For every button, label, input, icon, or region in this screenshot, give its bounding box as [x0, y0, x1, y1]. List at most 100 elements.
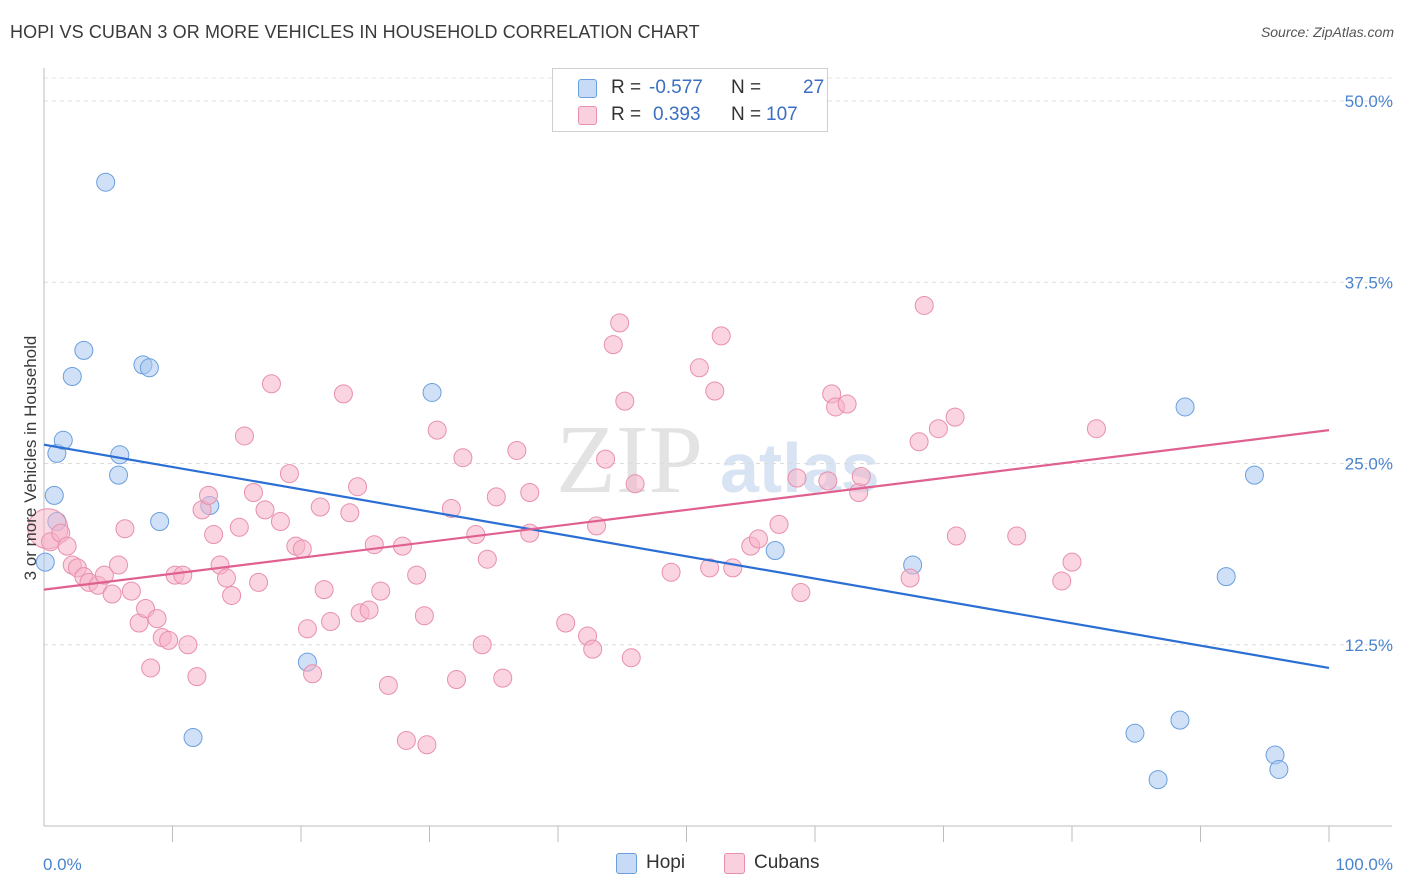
cuban-point-16 [141, 658, 161, 678]
cuban-point-47 [348, 477, 368, 497]
cuban-point-56 [414, 606, 434, 626]
y-axis-label: 3 or more Vehicles in Household [21, 336, 40, 581]
legend-n-value: 27 [803, 77, 825, 98]
cuban-point-100 [928, 419, 948, 439]
cuban-point-28 [216, 568, 236, 588]
cuban-point-41 [303, 664, 323, 684]
x-tick-label-min: 0.0% [43, 855, 82, 874]
cuban-point-80 [661, 562, 681, 582]
cuban-point-58 [427, 420, 447, 440]
bottom-legend-label-cubans: Cubans [754, 852, 820, 873]
cuban-point-51 [371, 581, 391, 601]
cuban-point-25 [198, 485, 218, 505]
hopi-point-9 [110, 445, 130, 465]
cuban-point-83 [705, 381, 725, 401]
cuban-point-99 [914, 295, 934, 315]
cuban-point-78 [621, 648, 641, 668]
y-tick-label-3: 50.0% [1345, 92, 1393, 111]
legend-swatch-cubans [578, 106, 597, 125]
cuban-point-12 [115, 519, 135, 539]
cuban-point-37 [279, 464, 299, 484]
cuban-point-105 [1062, 552, 1082, 572]
cubans-trend-line [43, 429, 1330, 591]
legend-r-label: R = [611, 77, 642, 98]
hopi-point-12 [150, 512, 170, 531]
hopi-point-0 [35, 552, 55, 572]
y-tick-label-0: 12.5% [1345, 636, 1393, 655]
hopi-point-7 [96, 172, 116, 192]
legend-row-cubans: R = 0.393 N = 107 [553, 102, 827, 128]
cuban-point-106 [1086, 419, 1106, 439]
cuban-point-87 [748, 529, 768, 549]
cuban-point-52 [378, 675, 398, 695]
legend-r-value: -0.577 [649, 77, 703, 98]
cuban-point-64 [477, 549, 497, 569]
cuban-point-84 [711, 326, 731, 346]
hopi-point-24 [1244, 465, 1264, 485]
cuban-point-39 [292, 539, 312, 559]
cuban-point-85 [723, 558, 743, 578]
cuban-point-82 [700, 558, 720, 578]
hopi-point-22 [1175, 397, 1195, 417]
legend-row-hopi: R = -0.577 N = 27 [553, 75, 827, 101]
cuban-point-69 [520, 523, 540, 543]
cuban-point-17 [147, 609, 167, 629]
cuban-point-76 [610, 313, 630, 333]
correlation-legend: R = -0.577 N = 27 R = 0.393 N = 107 [552, 68, 828, 132]
cuban-point-57 [417, 735, 437, 755]
cuban-point-19 [159, 630, 179, 650]
hopi-point-21 [1170, 710, 1190, 730]
legend-n-label: N = [731, 77, 762, 98]
cuban-point-54 [396, 730, 416, 750]
hopi-point-16 [422, 382, 442, 402]
y-tick-label-2: 37.5% [1345, 273, 1393, 292]
cuban-point-65 [486, 487, 506, 507]
legend-n-label: N = [731, 104, 762, 125]
cuban-point-61 [453, 448, 473, 468]
cuban-point-43 [314, 580, 334, 600]
hopi-point-8 [109, 465, 129, 485]
hopi-point-17 [765, 541, 785, 560]
cuban-point-13 [121, 581, 141, 601]
hopi-point-19 [1125, 723, 1145, 743]
cuban-point-34 [255, 500, 275, 520]
cuban-point-3 [57, 536, 77, 556]
hopi-point-11 [139, 358, 159, 378]
cuban-point-50 [364, 535, 384, 555]
hopi-point-14 [183, 728, 203, 748]
cuban-point-91 [818, 471, 838, 491]
cuban-point-9 [94, 565, 114, 585]
legend-n-value: 107 [766, 104, 798, 125]
cuban-point-68 [520, 483, 540, 502]
cuban-point-33 [249, 572, 269, 592]
cuban-point-75 [603, 335, 623, 355]
cuban-point-26 [204, 525, 224, 545]
hopi-point-3 [53, 430, 73, 450]
cuban-point-77 [615, 391, 635, 411]
legend-swatch-hopi [578, 79, 597, 98]
cuban-point-44 [321, 612, 341, 632]
cuban-point-32 [243, 483, 263, 502]
cuban-point-42 [310, 497, 330, 517]
cuban-point-49 [359, 600, 379, 620]
hopi-point-1 [44, 485, 64, 505]
hopi-point-20 [1148, 770, 1168, 790]
y-tick-label-1: 25.0% [1345, 455, 1393, 474]
cuban-point-22 [178, 635, 198, 655]
cuban-point-97 [900, 568, 920, 588]
legend-r-value: 0.393 [653, 104, 701, 125]
cuban-point-55 [407, 565, 427, 585]
cuban-point-90 [791, 583, 811, 603]
watermark: ZIP atlas [556, 406, 880, 514]
cuban-point-31 [234, 426, 254, 446]
cuban-point-66 [493, 668, 513, 688]
cuban-point-88 [769, 514, 789, 534]
cuban-point-103 [1007, 526, 1027, 546]
source-label: Source: ZipAtlas.com [1260, 24, 1394, 40]
cuban-point-30 [229, 517, 249, 537]
cuban-point-95 [849, 483, 869, 502]
cuban-point-89 [787, 468, 807, 488]
bottom-legend-swatch-cubans [724, 853, 745, 874]
cuban-point-81 [689, 358, 709, 378]
hopi-point-4 [62, 367, 82, 386]
